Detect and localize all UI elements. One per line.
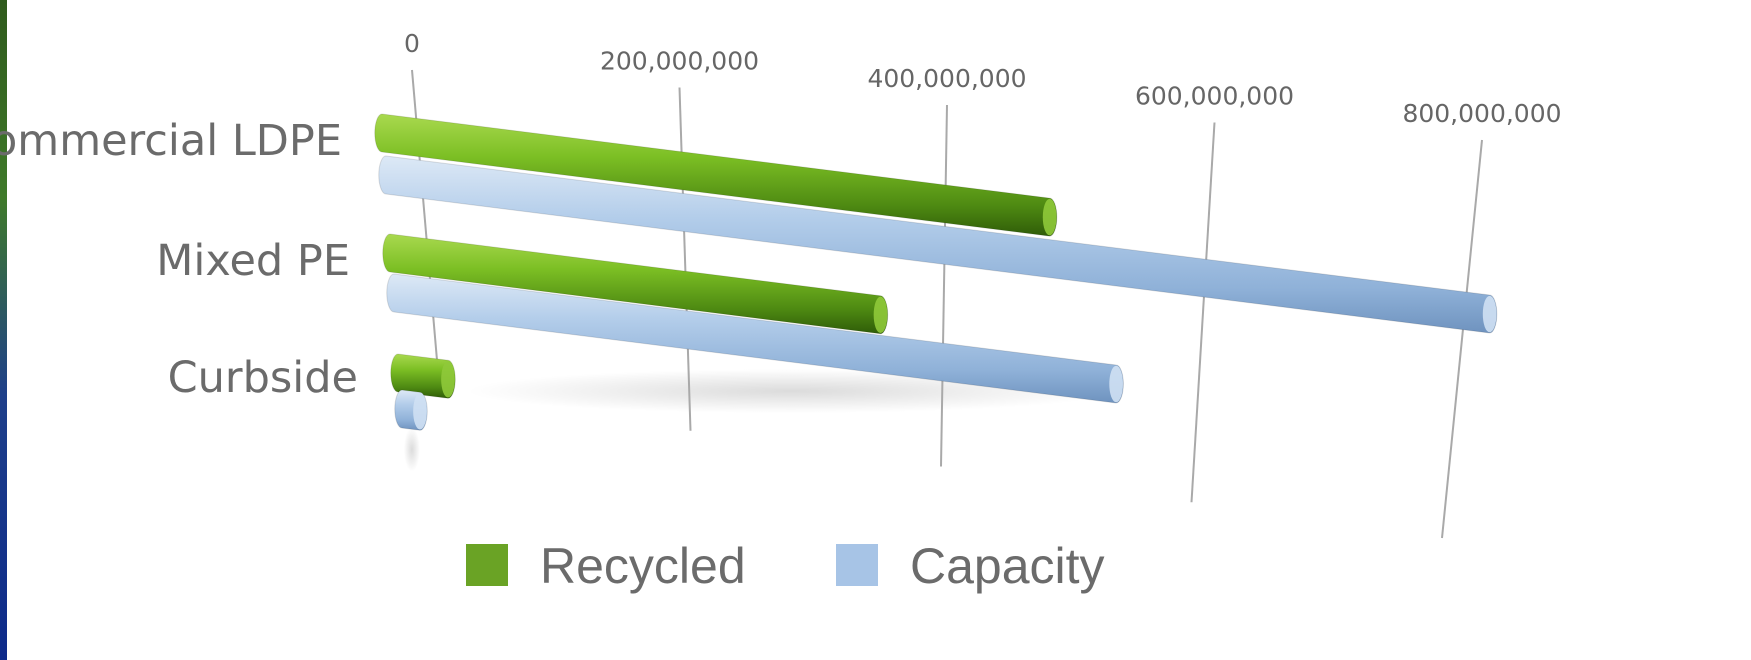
screen-edge-strip [0,0,7,660]
legend-label: Capacity [910,538,1105,594]
bar-recycled-1 [382,233,889,335]
bars [374,113,1498,431]
legend: Recycled Capacity [466,538,1105,594]
gridline-3 [1190,122,1216,503]
gridline-2 [940,104,948,467]
x-tick-label: 0 [404,29,420,58]
bar-capacity-1 [386,273,1124,404]
x-tick-label: 600,000,000 [1135,82,1294,111]
legend-swatch [466,544,508,586]
category-labels: Commercial LDPE Mixed PE Curbside [0,116,358,403]
category-label: Mixed PE [156,236,350,286]
bar-recycled-2 [390,353,456,399]
legend-item-capacity: Capacity [836,538,1105,594]
gridline-1 [678,87,692,431]
x-tick-label: 400,000,000 [867,64,1026,93]
bar-capacity-2 [394,389,428,431]
legend-item-recycled: Recycled [466,538,746,594]
x-axis-tick-labels: 0 200,000,000 400,000,000 600,000,000 800,00… [404,29,1561,128]
x-tick-label: 200,000,000 [600,47,759,76]
bar-shadow [403,427,420,472]
category-label: Curbside [168,353,358,403]
x-tick-label: 800,000,000 [1402,99,1561,128]
legend-label: Recycled [540,538,746,594]
legend-swatch [836,544,878,586]
category-label: Commercial LDPE [0,116,342,166]
bar-capacity-0 [378,155,1498,334]
gridline-4 [1441,139,1483,539]
bar-recycled-0 [374,113,1058,237]
